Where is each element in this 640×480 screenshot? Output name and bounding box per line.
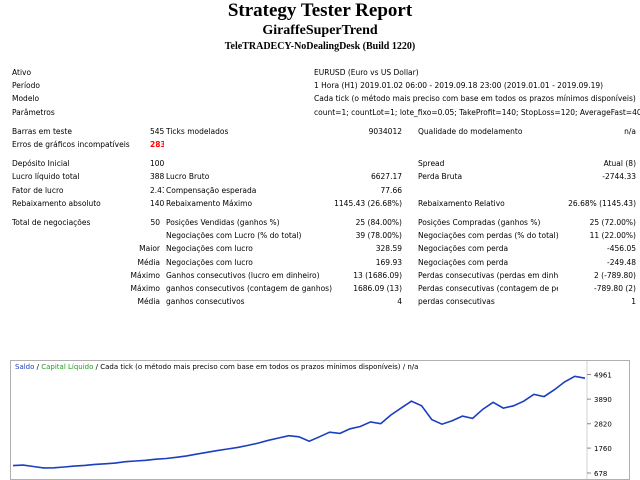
deposito-label: Depósito Inicial	[12, 159, 70, 169]
fator-label: Fator de lucro	[12, 185, 64, 195]
maior-perda-value: -456.05	[607, 244, 636, 254]
lucro-liquido-value: 3882.84	[150, 172, 164, 182]
max-ganhos-value: 13 (1686.09)	[353, 270, 402, 280]
media-lucro-value: 169.93	[375, 257, 402, 267]
parametros-label: Parâmetros	[12, 107, 55, 117]
maior-lucro-value: 328.59	[375, 244, 402, 254]
chart-plot: 678 1760 2820 3890 4961	[12, 361, 612, 479]
max-ganhos2-label: ganhos consecutivos (contagem de ganhos)	[166, 283, 332, 293]
report-title: Strategy Tester Report	[227, 0, 413, 21]
total-neg-value: 50	[150, 217, 160, 227]
legend-description: / Cada tick (o método mais preciso com b…	[93, 363, 419, 371]
legend-capital: Capital Líquido	[41, 363, 94, 371]
maior-lucro-label: Negociações com lucro	[166, 244, 253, 254]
media-label: Média	[137, 257, 160, 267]
max-perdas-label: Perdas consecutivas (perdas em dinheiro)	[418, 270, 558, 280]
periodo-value: 1 Hora (H1) 2019.01.02 06:00 - 2019.09.1…	[314, 81, 604, 91]
neg-lucro-label: Negociações com Lucro (% do total)	[166, 231, 302, 241]
media-perdas-label: perdas consecutivas	[418, 297, 495, 307]
y-tick-label: 3890	[594, 396, 612, 404]
legend-saldo: Saldo	[15, 363, 35, 371]
balance-line	[12, 375, 586, 469]
media-perda-value: -249.48	[607, 257, 636, 267]
deposito-value: 1000.00	[150, 159, 164, 169]
media-perdas-value: 1	[631, 297, 636, 307]
parametros-value: count=1; countLot=1; lote_fixo=0.05; Tak…	[314, 107, 640, 117]
media-ganhos-label: ganhos consecutivos	[166, 297, 245, 307]
fator-value: 2.41	[150, 185, 164, 195]
y-tick-label: 678	[594, 470, 607, 478]
vendidas-value: 25 (84.00%)	[355, 217, 402, 227]
ticks-label: Ticks modelados	[166, 126, 229, 136]
ticks-value: 9034012	[368, 126, 402, 136]
media-perda-label: Negociações com perda	[418, 257, 509, 267]
y-tick-label: 1760	[594, 445, 612, 453]
neg-lucro-value: 39 (78.00%)	[355, 231, 402, 241]
neg-perda-value: 11 (22.00%)	[589, 231, 636, 241]
total-neg-label: Total de negociações	[12, 217, 91, 227]
balance-chart: Saldo / Capital Líquido / Cada tick (o m…	[10, 360, 630, 480]
erros-label: Erros de gráficos incompatíveis	[12, 140, 130, 150]
compradas-label: Posições Compradas (ganhos %)	[418, 217, 541, 227]
y-tick-label: 2820	[594, 421, 612, 429]
media-lucro-label: Negociações com lucro	[166, 257, 253, 267]
modelo-label: Modelo	[12, 94, 40, 104]
rebaix-abs-value: 140.02	[150, 198, 164, 208]
y-tick-label: 4961	[594, 371, 612, 379]
max-perdas2-value: -789.80 (2)	[594, 283, 636, 293]
qualidade-value: n/a	[624, 126, 636, 136]
lucro-liquido-label: Lucro líquido total	[12, 172, 80, 182]
rebaix-max-label: Rebaixamento Máximo	[166, 198, 253, 208]
lucro-bruto-label: Lucro Bruto	[166, 172, 210, 182]
modelo-value: Cada tick (o método mais preciso com bas…	[314, 94, 636, 104]
rebaix-max-value: 1145.43 (26.68%)	[334, 198, 402, 208]
expert-name: GiraffeSuperTrend	[262, 23, 378, 38]
qualidade-label: Qualidade do modelamento	[418, 126, 523, 136]
server-build: TeleTRADECY-NoDealingDesk (Build 1220)	[224, 41, 416, 52]
periodo-label: Período	[12, 81, 40, 91]
ativo-label: Ativo	[12, 68, 32, 78]
compensacao-value: 77.66	[380, 185, 402, 195]
perda-bruta-label: Perda Bruta	[418, 172, 463, 182]
compradas-value: 25 (72.00%)	[589, 217, 636, 227]
maximo-label: Máximo	[130, 270, 160, 280]
max-ganhos-label: Ganhos consecutivos (lucro em dinheiro)	[166, 270, 320, 280]
max-perdas-value: 2 (-789.80)	[594, 270, 636, 280]
vendidas-label: Posições Vendidas (ganhos %)	[166, 217, 280, 227]
row-ativo: Ativo EURUSD (Euro vs US Dollar)	[0, 66, 640, 79]
media2-label: Média	[137, 297, 160, 307]
spread-label: Spread	[418, 159, 445, 169]
chart-legend: Saldo / Capital Líquido / Cada tick (o m…	[15, 363, 418, 372]
rebaix-rel-value: 26.68% (1145.43)	[568, 198, 636, 208]
erros-value: 283	[150, 140, 164, 150]
max-perdas2-label: Perdas consecutivas (contagem de perdas)	[418, 283, 558, 293]
ativo-value: EURUSD (Euro vs US Dollar)	[314, 68, 419, 78]
barras-value: 5455	[150, 126, 164, 136]
barras-label: Barras em teste	[12, 126, 72, 136]
max-ganhos2-value: 1686.09 (13)	[353, 283, 402, 293]
perda-bruta-value: -2744.33	[602, 172, 636, 182]
spread-value: Atual (8)	[603, 159, 636, 169]
media-ganhos-value: 4	[397, 297, 402, 307]
rebaix-rel-label: Rebaixamento Relativo	[418, 198, 505, 208]
maior-perda-label: Negociações com perda	[418, 244, 509, 254]
lucro-bruto-value: 6627.17	[370, 172, 402, 182]
neg-perda-label: Negociações com perdas (% do total)	[418, 231, 558, 241]
maior-label: Maior	[139, 244, 160, 254]
report-table: Ativo EURUSD (Euro vs US Dollar) Período…	[0, 66, 640, 308]
legend-separator: /	[34, 363, 42, 371]
rebaix-abs-label: Rebaixamento absoluto	[12, 198, 101, 208]
maximo2-label: Máximo	[130, 283, 160, 293]
compensacao-label: Compensação esperada	[166, 185, 257, 195]
